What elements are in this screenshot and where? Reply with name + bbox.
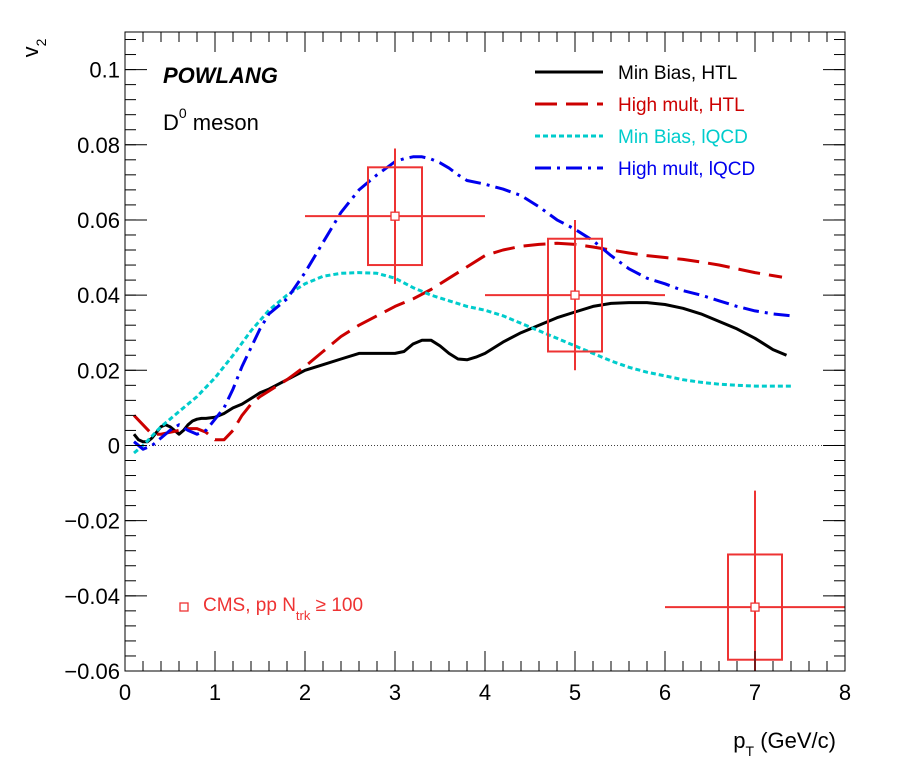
series-line-1	[132, 241, 783, 442]
cms-legend: CMS, pp Ntrk ≥ 100	[179, 595, 363, 623]
cms-legend-marker	[179, 602, 189, 612]
cms-marker	[390, 211, 400, 221]
x-axis-label-sub: T	[746, 743, 755, 759]
y-tick-label: 0	[108, 433, 120, 458]
particle-label-main: D	[163, 110, 179, 135]
x-axis-label-main: p	[733, 728, 745, 753]
x-axis-label: pT (GeV/c)	[733, 728, 836, 759]
x-tick-label: 4	[479, 680, 491, 705]
cms-point-0	[305, 148, 485, 284]
cms-marker	[570, 290, 580, 300]
series-line-3	[133, 155, 792, 451]
y-tick-label: −0.06	[64, 659, 120, 684]
cms-point-2	[665, 490, 845, 671]
y-tick-label: −0.02	[64, 509, 120, 534]
x-axis-label-unit: (GeV/c)	[760, 728, 836, 753]
cms-legend-suffix: ≥ 100	[310, 595, 363, 616]
y-axis-label-sub: 2	[33, 38, 49, 46]
y-axis: −0.06 −0.04 −0.02 0 0.02 0.04 0.06 0.08 0.1	[64, 39, 845, 684]
legend: Min Bias, HTL High mult, HTL Min Bias, lQC…	[535, 63, 755, 180]
cms-legend-sub: trk	[296, 608, 311, 623]
series-line-0	[132, 301, 788, 444]
x-axis: 0 1 2 3 4 5 6 7 8	[119, 32, 851, 705]
particle-label: D0 meson	[163, 105, 259, 135]
cms-data-points	[305, 148, 845, 671]
particle-label-sup: 0	[179, 105, 187, 121]
legend-label-3: High mult, lQCD	[618, 159, 755, 180]
y-axis-label: v2	[18, 38, 49, 57]
x-tick-label: 2	[299, 680, 311, 705]
y-axis-label-main: v	[18, 46, 43, 57]
y-tick-label: 0.04	[77, 283, 120, 308]
cms-legend-label: CMS, pp Ntrk ≥ 100	[203, 595, 363, 623]
legend-label-0: Min Bias, HTL	[618, 63, 737, 84]
y-tick-label: 0.1	[89, 58, 120, 83]
x-tick-label: 1	[209, 680, 221, 705]
y-tick-label: 0.08	[77, 133, 120, 158]
particle-label-rest: meson	[187, 110, 259, 135]
legend-label-1: High mult, HTL	[618, 95, 745, 116]
x-tick-label: 8	[839, 680, 851, 705]
model-curves	[132, 155, 792, 455]
x-tick-label: 5	[569, 680, 581, 705]
y-tick-label: 0.06	[77, 208, 120, 233]
x-tick-label: 0	[119, 680, 131, 705]
cms-legend-prefix: CMS, pp N	[203, 595, 296, 616]
y-tick-label: 0.02	[77, 358, 120, 383]
cms-point-1	[485, 219, 665, 371]
cms-marker	[750, 602, 760, 612]
y-tick-label: −0.04	[64, 584, 120, 609]
x-tick-label: 7	[749, 680, 761, 705]
series-line-2	[133, 271, 791, 455]
x-tick-label: 6	[659, 680, 671, 705]
x-tick-label: 3	[389, 680, 401, 705]
legend-label-2: Min Bias, lQCD	[618, 127, 748, 148]
model-label: POWLANG	[163, 63, 278, 88]
